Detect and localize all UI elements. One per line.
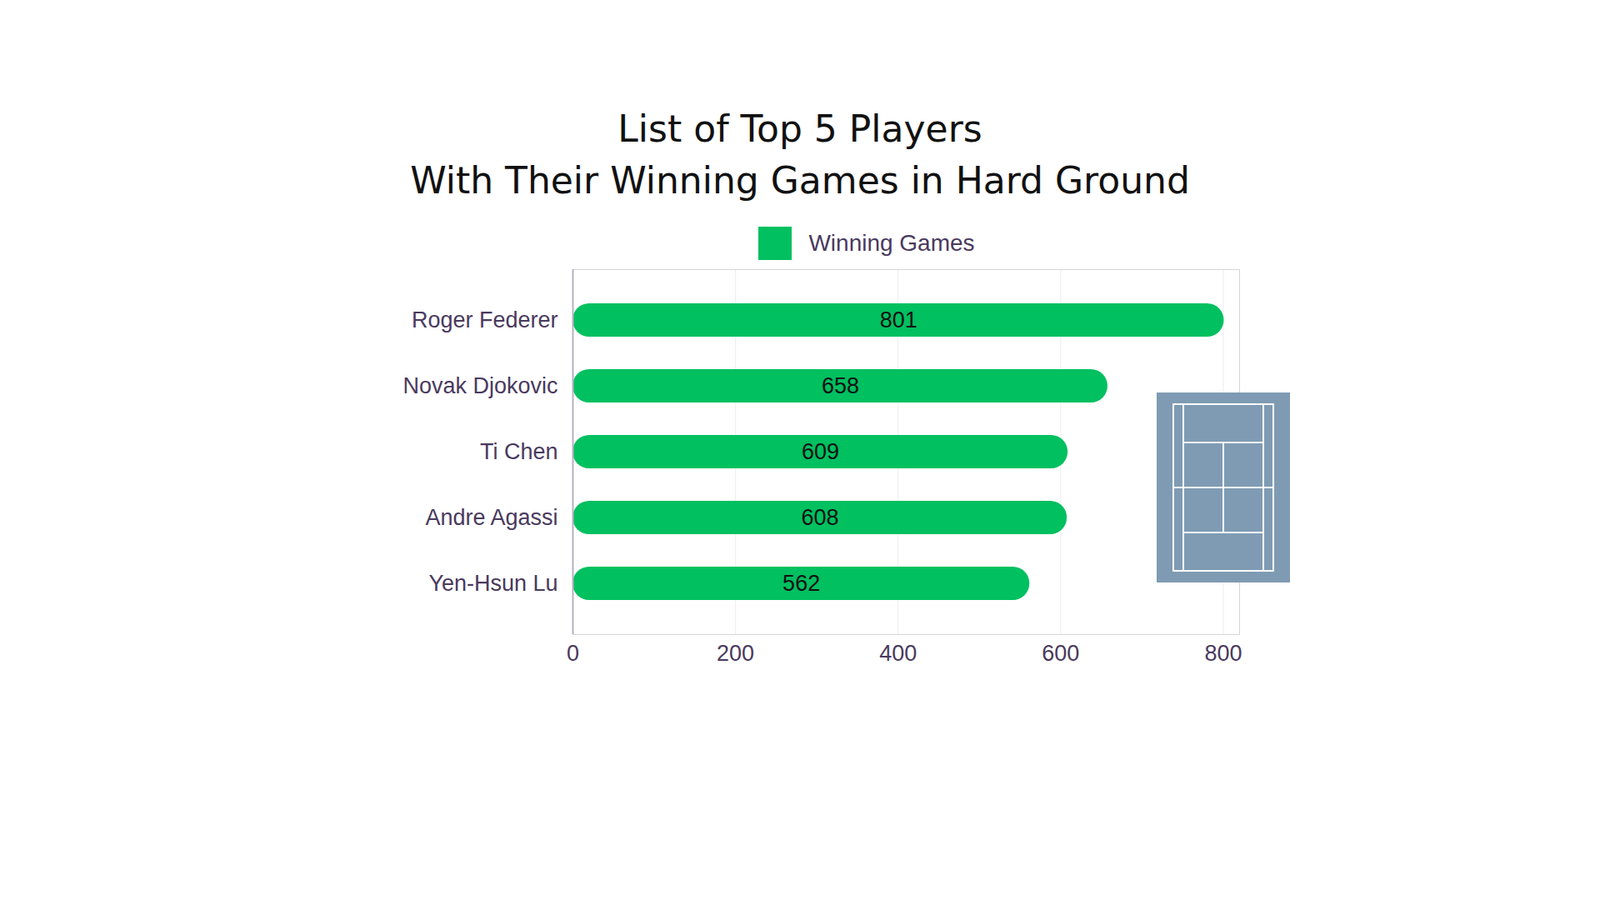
html-text:With Their Winning Games in Ha: With Their Winning Games in Hard Ground	[410, 159, 1190, 202]
html-text:Winning Games: Winning Games	[808, 230, 975, 256]
svg-text:0: 0	[566, 640, 580, 666]
svg-text:400: 400	[879, 640, 917, 666]
html-text:List of Top 5 Players: List of Top 5 Players	[617, 107, 983, 150]
svg-text:Andre Agassi: Andre Agassi	[425, 505, 558, 530]
svg-text:562: 562	[782, 570, 820, 596]
svg-text:Roger Federer: Roger Federer	[411, 307, 559, 333]
svg-text:609: 609	[801, 439, 840, 465]
svg-text:Novak Djokovic: Novak Djokovic	[402, 373, 558, 399]
svg-text:658: 658	[821, 373, 860, 399]
svg-text:Ti Chen: Ti Chen	[480, 439, 559, 465]
svg-text:801: 801	[880, 307, 918, 333]
svg-text:200: 200	[716, 640, 755, 666]
svg-text:600: 600	[1041, 640, 1080, 666]
svg-text:Yen-Hsun Lu: Yen-Hsun Lu	[428, 570, 558, 596]
svg-text:608: 608	[801, 505, 840, 530]
svg-text:800: 800	[1204, 640, 1242, 666]
